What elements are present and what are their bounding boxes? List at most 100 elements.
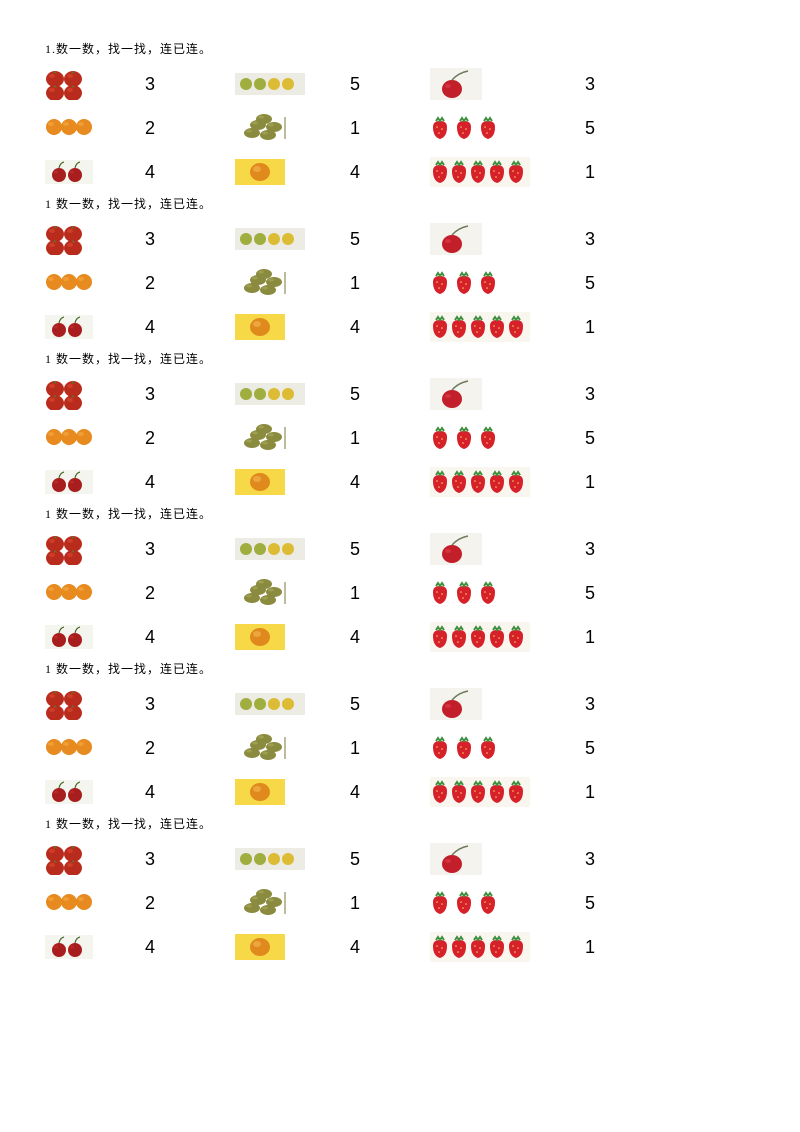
number-col1: 4 bbox=[125, 317, 175, 338]
fruit-image-col1 bbox=[45, 223, 125, 255]
number-col3: 5 bbox=[565, 583, 615, 604]
match-row: 3 5 3 bbox=[45, 683, 755, 725]
fruit-image-col3 bbox=[430, 115, 525, 141]
number-col3: 1 bbox=[565, 162, 615, 183]
number-col1: 3 bbox=[125, 694, 175, 715]
number-col1: 2 bbox=[125, 738, 175, 759]
fruit-image-col3 bbox=[430, 735, 525, 761]
fruit-image-col1 bbox=[45, 625, 125, 649]
fruit-image-col3 bbox=[430, 533, 525, 565]
number-col2: 1 bbox=[330, 738, 380, 759]
fruit-image-col3 bbox=[430, 843, 525, 875]
match-row: 3 5 3 bbox=[45, 528, 755, 570]
fruit-image-col3 bbox=[430, 68, 525, 100]
fruit-image-col3 bbox=[430, 223, 525, 255]
number-col3: 5 bbox=[565, 273, 615, 294]
match-row: 2 1 5 bbox=[45, 882, 755, 924]
fruit-image-col2 bbox=[235, 268, 330, 298]
fruit-image-col2 bbox=[235, 693, 330, 715]
fruit-image-col3 bbox=[430, 270, 525, 296]
fruit-image-col1 bbox=[45, 68, 125, 100]
fruit-image-col1 bbox=[45, 427, 125, 449]
fruit-image-col1 bbox=[45, 272, 125, 294]
number-col3: 1 bbox=[565, 317, 615, 338]
fruit-image-col1 bbox=[45, 582, 125, 604]
match-row: 4 4 1 bbox=[45, 771, 755, 813]
match-row: 2 1 5 bbox=[45, 262, 755, 304]
fruit-image-col3 bbox=[430, 688, 525, 720]
number-col2: 5 bbox=[330, 74, 380, 95]
fruit-image-col1 bbox=[45, 160, 125, 184]
number-col1: 3 bbox=[125, 74, 175, 95]
number-col2: 1 bbox=[330, 273, 380, 294]
fruit-image-col2 bbox=[235, 159, 330, 185]
number-col1: 4 bbox=[125, 472, 175, 493]
number-col3: 5 bbox=[565, 738, 615, 759]
worksheet-section: 1 数一数，找一找，连已连。 3 5 3 2 1 5 4 4 1 bbox=[45, 660, 755, 813]
number-col1: 3 bbox=[125, 384, 175, 405]
fruit-image-col1 bbox=[45, 688, 125, 720]
number-col3: 3 bbox=[565, 74, 615, 95]
fruit-image-col1 bbox=[45, 737, 125, 759]
fruit-image-col2 bbox=[235, 578, 330, 608]
match-row: 2 1 5 bbox=[45, 572, 755, 614]
number-col2: 5 bbox=[330, 849, 380, 870]
number-col1: 3 bbox=[125, 229, 175, 250]
fruit-image-col2 bbox=[235, 538, 330, 560]
number-col1: 2 bbox=[125, 583, 175, 604]
fruit-image-col2 bbox=[235, 733, 330, 763]
fruit-image-col2 bbox=[235, 73, 330, 95]
section-heading: 1.数一数，找一找，连已连。 bbox=[45, 40, 755, 57]
section-heading: 1 数一数，找一找，连已连。 bbox=[45, 195, 755, 212]
section-heading: 1 数一数，找一找，连已连。 bbox=[45, 660, 755, 677]
number-col2: 5 bbox=[330, 694, 380, 715]
fruit-image-col3 bbox=[430, 932, 525, 962]
number-col2: 4 bbox=[330, 782, 380, 803]
fruit-image-col1 bbox=[45, 117, 125, 139]
number-col2: 5 bbox=[330, 229, 380, 250]
fruit-image-col1 bbox=[45, 892, 125, 914]
fruit-image-col3 bbox=[430, 777, 525, 807]
match-row: 3 5 3 bbox=[45, 373, 755, 415]
number-col3: 3 bbox=[565, 229, 615, 250]
number-col2: 4 bbox=[330, 937, 380, 958]
worksheet-section: 1 数一数，找一找，连已连。 3 5 3 2 1 5 4 4 1 bbox=[45, 815, 755, 968]
number-col2: 1 bbox=[330, 893, 380, 914]
fruit-image-col3 bbox=[430, 580, 525, 606]
number-col1: 2 bbox=[125, 893, 175, 914]
fruit-image-col2 bbox=[235, 423, 330, 453]
fruit-image-col2 bbox=[235, 888, 330, 918]
number-col3: 3 bbox=[565, 694, 615, 715]
number-col2: 4 bbox=[330, 317, 380, 338]
worksheet-section: 1 数一数，找一找，连已连。 3 5 3 2 1 5 4 4 1 bbox=[45, 350, 755, 503]
fruit-image-col3 bbox=[430, 890, 525, 916]
section-heading: 1 数一数，找一找，连已连。 bbox=[45, 350, 755, 367]
number-col3: 1 bbox=[565, 782, 615, 803]
number-col1: 4 bbox=[125, 162, 175, 183]
number-col2: 5 bbox=[330, 539, 380, 560]
fruit-image-col2 bbox=[235, 779, 330, 805]
number-col2: 1 bbox=[330, 118, 380, 139]
fruit-image-col2 bbox=[235, 228, 330, 250]
number-col1: 4 bbox=[125, 782, 175, 803]
number-col3: 5 bbox=[565, 893, 615, 914]
number-col2: 4 bbox=[330, 627, 380, 648]
number-col2: 4 bbox=[330, 472, 380, 493]
match-row: 4 4 1 bbox=[45, 616, 755, 658]
number-col3: 3 bbox=[565, 849, 615, 870]
number-col3: 3 bbox=[565, 539, 615, 560]
match-row: 3 5 3 bbox=[45, 838, 755, 880]
number-col2: 1 bbox=[330, 428, 380, 449]
fruit-image-col2 bbox=[235, 469, 330, 495]
match-row: 4 4 1 bbox=[45, 461, 755, 503]
match-row: 4 4 1 bbox=[45, 151, 755, 193]
fruit-image-col1 bbox=[45, 533, 125, 565]
number-col3: 1 bbox=[565, 472, 615, 493]
fruit-image-col2 bbox=[235, 624, 330, 650]
number-col1: 4 bbox=[125, 937, 175, 958]
fruit-image-col1 bbox=[45, 780, 125, 804]
number-col2: 4 bbox=[330, 162, 380, 183]
number-col3: 5 bbox=[565, 118, 615, 139]
number-col1: 3 bbox=[125, 849, 175, 870]
fruit-image-col3 bbox=[430, 425, 525, 451]
